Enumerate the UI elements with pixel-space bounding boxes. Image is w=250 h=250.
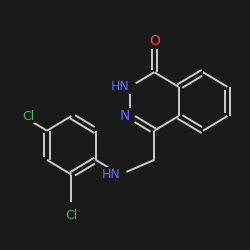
Text: Cl: Cl xyxy=(23,110,35,122)
Text: O: O xyxy=(149,34,160,48)
Text: HN: HN xyxy=(111,80,130,93)
Text: HN: HN xyxy=(102,168,120,181)
Text: Cl: Cl xyxy=(65,209,78,222)
Text: N: N xyxy=(120,109,130,123)
